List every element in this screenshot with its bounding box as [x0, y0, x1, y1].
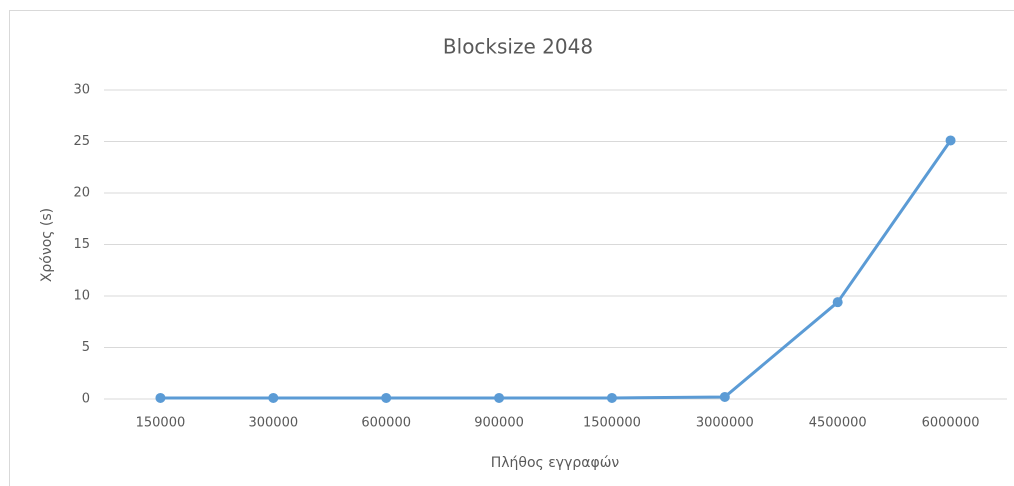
data-point — [268, 392, 279, 403]
y-axis-label: Χρόνος (s) — [39, 208, 55, 282]
y-tick-label: 10 — [73, 289, 90, 304]
data-point — [606, 392, 617, 403]
x-tick-label: 300000 — [248, 416, 298, 431]
x-tick-label: 900000 — [474, 416, 524, 431]
y-tick-label: 30 — [73, 83, 90, 98]
x-tick-label: 1500000 — [583, 416, 641, 431]
data-point — [832, 297, 843, 308]
x-tick-label: 600000 — [361, 416, 411, 431]
x-tick-label: 6000000 — [922, 416, 980, 431]
series-line — [160, 139, 952, 400]
data-point — [719, 391, 730, 402]
data-point — [155, 392, 166, 403]
data-point — [494, 392, 505, 403]
y-tick-label: 0 — [82, 392, 90, 407]
x-tick-label: 3000000 — [696, 416, 754, 431]
y-tick-label: 5 — [82, 340, 90, 355]
y-tick-label: 15 — [73, 237, 90, 252]
chart-title: Blocksize 2048 — [443, 35, 593, 59]
data-point — [381, 392, 392, 403]
data-point — [945, 135, 956, 146]
y-tick-label: 20 — [73, 186, 90, 201]
x-tick-label: 4500000 — [809, 416, 867, 431]
y-tick-label: 25 — [73, 134, 90, 149]
x-tick-label: 150000 — [136, 416, 186, 431]
x-axis-label: Πλήθος εγγραφών — [491, 455, 620, 471]
